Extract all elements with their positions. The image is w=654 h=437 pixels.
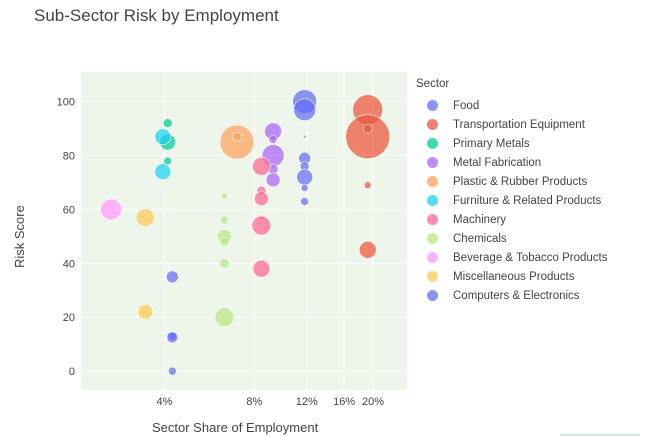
legend-items: Food Transportation Equipment Primary Meta… [416,96,608,305]
data-point-0-5[interactable] [300,184,309,192]
data-point-4-1[interactable] [232,131,242,142]
data-point-7-0[interactable] [221,192,228,200]
legend-item-2[interactable]: Primary Metals [416,134,608,153]
legend-item-3[interactable]: Metal Fabrication [416,153,608,172]
grid-lines [81,72,407,390]
legend-marker-icon [427,176,438,187]
data-point-8-0[interactable] [100,198,122,221]
legend-item-6[interactable]: Machinery [416,210,608,229]
data-point-7-4[interactable] [219,258,230,269]
legend-label: Chemicals [453,232,507,245]
legend-label: Furniture & Related Products [453,194,602,207]
data-point-0-4[interactable] [296,168,313,186]
legend-item-0[interactable]: Food [416,96,608,115]
legend-label: Machinery [453,213,507,226]
legend-marker-icon [427,157,438,168]
scroll-indicator [560,434,640,436]
data-points [100,89,391,376]
data-point-10-0[interactable] [166,270,179,284]
series-5 [154,128,172,181]
legend-label: Primary Metals [453,137,530,150]
x-axis-ticks: 4% 8% 12% 16% 20% [157,396,385,408]
legend-label: Beverage & Tobacco Products [453,251,608,264]
legend-label: Food [453,99,480,112]
legend-label: Transportation Equipment [453,118,585,131]
data-point-10-3[interactable] [168,366,177,376]
x-tick-label-0: 4% [157,396,173,408]
legend-label: Metal Fabrication [453,156,542,169]
data-point-3-4[interactable] [265,172,281,188]
data-point-1-3[interactable] [363,181,372,189]
data-point-0-1[interactable] [293,98,316,122]
data-point-6-2[interactable] [254,191,269,206]
data-point-0-7[interactable] [302,134,307,139]
legend-label: Computers & Electronics [453,289,580,302]
legend-marker-icon [427,195,438,206]
y-tick-label-0: 0 [69,366,75,378]
y-tick-label-2: 40 [63,258,75,270]
data-point-2-0[interactable] [162,118,173,129]
x-tick-label-2: 12% [296,396,318,408]
data-point-0-6[interactable] [300,197,309,206]
data-point-9-1[interactable] [137,304,154,320]
data-point-9-0[interactable] [136,208,155,227]
data-point-1-4[interactable] [358,241,377,259]
data-point-1-1[interactable] [345,114,391,159]
legend-item-1[interactable]: Transportation Equipment [416,115,608,134]
series-4 [219,124,255,160]
x-tick-label-4: 20% [362,396,384,408]
data-point-5-1[interactable] [154,163,172,181]
series-9 [136,208,155,320]
legend-marker-icon [427,214,438,225]
series-1 [345,94,391,259]
legend: Sector Food Transportation Equipment Prima… [416,78,608,305]
legend-marker-icon [427,100,438,111]
data-point-6-0[interactable] [252,157,271,176]
data-point-6-5[interactable] [252,259,271,278]
legend-marker-icon [427,252,438,263]
series-10 [166,270,179,376]
legend-label: Miscellaneous Products [453,270,575,283]
legend-marker-icon [427,138,438,149]
y-tick-label-4: 80 [63,151,75,163]
legend-item-8[interactable]: Beverage & Tobacco Products [416,248,608,267]
legend-item-5[interactable]: Furniture & Related Products [416,191,608,210]
data-point-1-2[interactable] [362,123,373,134]
series-8 [100,198,122,221]
data-point-7-5[interactable] [214,307,235,328]
series-6 [251,157,272,278]
y-tick-label-5: 100 [57,97,75,109]
legend-item-10[interactable]: Computers & Electronics [416,286,608,305]
chart-title: Sub-Sector Risk by Employment [34,6,279,25]
data-point-3-1[interactable] [268,135,278,144]
y-tick-label-3: 60 [63,204,75,216]
data-point-7-3[interactable] [219,236,230,247]
y-axis-title: Risk Score [12,205,27,268]
data-point-6-4[interactable] [251,215,272,236]
legend-marker-icon [427,233,438,244]
y-tick-label-1: 20 [63,312,75,324]
legend-label: Plastic & Rubber Products [453,175,588,188]
legend-item-7[interactable]: Chemicals [416,229,608,248]
data-point-10-2[interactable] [166,331,179,344]
data-point-7-1[interactable] [220,215,229,225]
legend-item-9[interactable]: Miscellaneous Products [416,267,608,286]
legend-marker-icon [427,290,438,301]
data-point-2-2[interactable] [163,156,172,166]
legend-marker-icon [427,271,438,282]
y-axis-ticks: 0 20 40 60 80 100 [57,97,75,378]
x-axis-title: Sector Share of Employment [152,420,319,435]
legend-marker-icon [427,119,438,130]
series-0 [292,89,317,206]
data-point-5-0[interactable] [154,128,172,145]
x-tick-label-1: 8% [246,396,262,408]
series-7 [214,192,235,328]
legend-item-4[interactable]: Plastic & Rubber Products [416,172,608,191]
legend-title: Sector [416,78,450,90]
x-tick-label-3: 16% [333,396,355,408]
data-point-4-0[interactable] [219,124,255,160]
